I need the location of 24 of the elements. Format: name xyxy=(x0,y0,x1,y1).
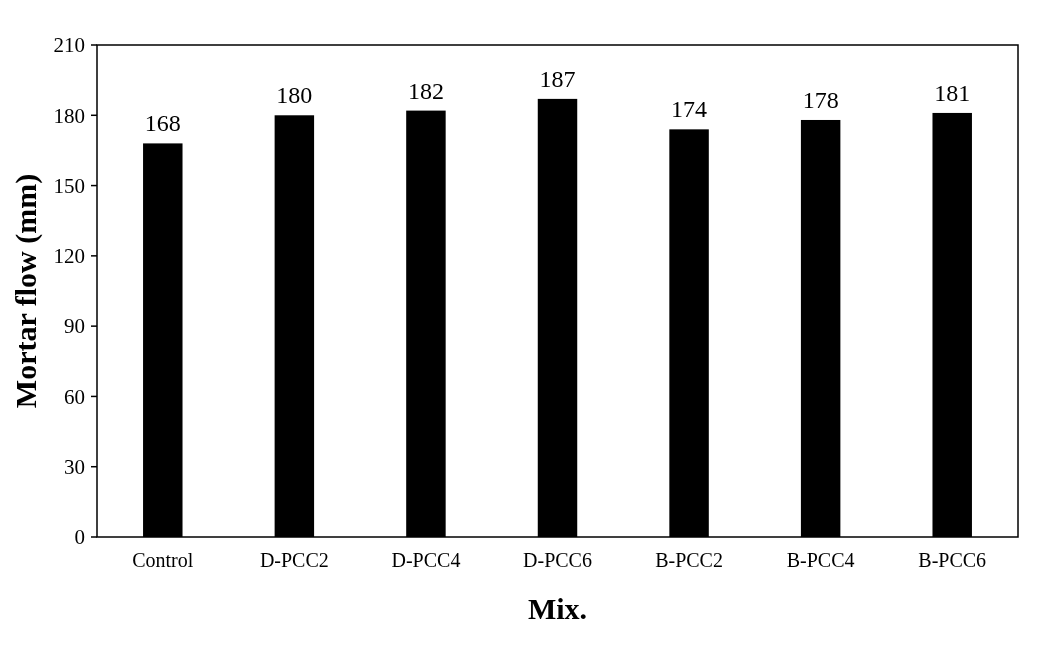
data-label: 178 xyxy=(802,86,839,113)
y-tick-label: 210 xyxy=(53,33,85,58)
x-axis-title: Mix. xyxy=(527,592,588,625)
y-tick-label: 120 xyxy=(53,244,85,269)
x-tick-label: B-PCC4 xyxy=(786,549,855,571)
y-tick-label: 0 xyxy=(74,525,85,550)
x-tick-label: D-PCC6 xyxy=(523,549,592,571)
data-label: 182 xyxy=(407,77,444,104)
y-tick-label: 180 xyxy=(53,103,85,128)
y-tick-label: 150 xyxy=(53,173,85,198)
data-label: 187 xyxy=(539,65,576,92)
y-tick-label: 30 xyxy=(64,455,85,480)
data-label: 180 xyxy=(276,82,313,109)
x-tick-label: B-PCC6 xyxy=(918,549,987,571)
x-tick-label: B-PCC2 xyxy=(655,549,723,571)
x-tick-label: Control xyxy=(132,549,194,571)
y-tick-label: 90 xyxy=(64,314,85,339)
x-tick-label: D-PCC4 xyxy=(391,549,461,571)
x-tick-label: D-PCC2 xyxy=(259,549,329,571)
y-axis-title: Mortar flow (mm) xyxy=(9,173,43,409)
y-tick-label: 60 xyxy=(64,384,85,409)
data-label: 174 xyxy=(671,96,708,123)
data-label: 168 xyxy=(144,110,181,137)
data-label: 181 xyxy=(934,79,971,106)
